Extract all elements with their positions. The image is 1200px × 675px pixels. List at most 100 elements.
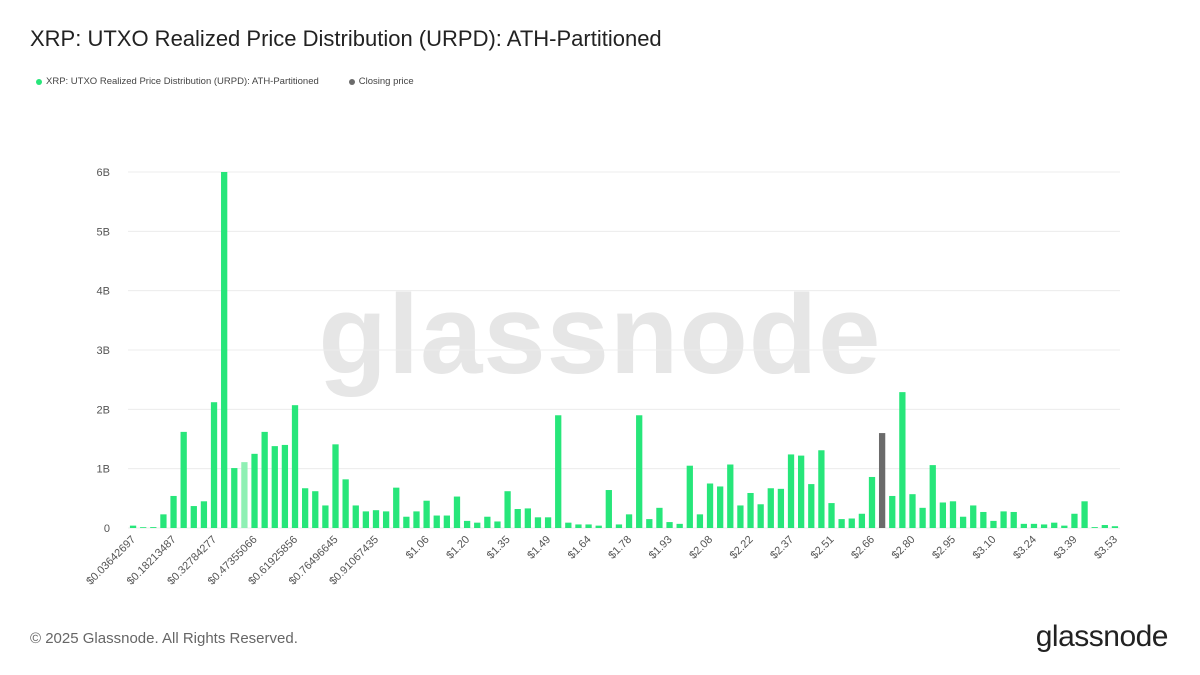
- legend-item-closing-price[interactable]: Closing price: [348, 76, 414, 87]
- bar: [575, 524, 582, 528]
- legend-dot-closing-price: [348, 78, 355, 85]
- bar: [443, 515, 450, 528]
- bar: [251, 453, 258, 528]
- x-tick-label: $2.51: [809, 534, 837, 562]
- x-tick-label: $2.66: [849, 534, 877, 562]
- bar: [959, 516, 967, 528]
- bar: [696, 514, 704, 528]
- bar: [1000, 511, 1007, 528]
- legend-label-urpd: XRP: UTXO Realized Price Distribution (U…: [46, 76, 319, 87]
- bar: [949, 501, 957, 528]
- legend-item-urpd[interactable]: XRP: UTXO Realized Price Distribution (U…: [36, 76, 319, 87]
- bar: [980, 511, 987, 528]
- bar: [767, 488, 774, 528]
- bar: [646, 519, 653, 528]
- x-tick-label: $2.22: [728, 534, 756, 562]
- bar: [514, 509, 521, 528]
- bar: [210, 402, 218, 528]
- bar: [342, 479, 349, 528]
- bar: [555, 415, 562, 528]
- bar: [474, 522, 481, 528]
- bar: [332, 444, 339, 528]
- bar: [1030, 523, 1038, 528]
- bar: [656, 507, 663, 528]
- bar: [838, 519, 845, 528]
- y-tick-label: 4B: [97, 286, 110, 298]
- bar: [848, 518, 855, 528]
- legend-dot-urpd: [36, 78, 42, 85]
- y-tick-label: 6B: [97, 167, 110, 179]
- bar: [302, 488, 309, 528]
- bar: [919, 507, 926, 528]
- bar: [1091, 527, 1098, 528]
- y-tick-label: 3B: [97, 345, 110, 357]
- bar: [1111, 526, 1119, 528]
- bar: [484, 516, 491, 528]
- bar: [1020, 523, 1027, 528]
- bar: [1040, 524, 1048, 528]
- bar: [170, 495, 177, 528]
- bar: [140, 527, 147, 528]
- bar: [524, 508, 531, 528]
- bar: [423, 500, 430, 528]
- x-tick-label: $1.64: [566, 534, 594, 562]
- bar: [615, 524, 623, 528]
- bar: [393, 487, 400, 528]
- bar: [271, 446, 278, 528]
- bar: [636, 415, 643, 528]
- x-tick-label: $2.80: [890, 534, 918, 562]
- bar: [1010, 511, 1017, 528]
- bar: [798, 455, 805, 528]
- bar: [200, 501, 208, 528]
- bar: [1101, 525, 1108, 528]
- x-tick-label: $1.06: [404, 534, 432, 562]
- bar: [180, 431, 187, 528]
- bar: [382, 511, 390, 528]
- bar: [160, 514, 167, 528]
- bar: [686, 465, 693, 528]
- x-tick-label: $2.95: [930, 534, 958, 562]
- bar: [312, 491, 319, 528]
- bar: [747, 492, 754, 528]
- x-tick-label: $2.37: [768, 534, 796, 562]
- bar: [352, 505, 359, 528]
- y-tick-label: 5B: [97, 226, 110, 238]
- x-tick-label: $3.24: [1011, 534, 1039, 562]
- x-tick-label: $2.08: [687, 534, 715, 562]
- bar: [190, 506, 197, 528]
- bar: [757, 504, 764, 528]
- chart-legend: XRP: UTXO Realized Price Distribution (U…: [36, 76, 444, 87]
- bar: [706, 483, 714, 528]
- bar: [666, 522, 673, 528]
- bar: [1081, 501, 1088, 528]
- bar: [899, 392, 906, 528]
- bar: [818, 450, 825, 528]
- bar: [463, 520, 471, 528]
- bar: [676, 523, 683, 528]
- bar: [403, 516, 410, 528]
- bar: [889, 495, 896, 528]
- bar: [909, 494, 916, 528]
- bar: [1061, 525, 1068, 528]
- bar: [372, 510, 380, 528]
- copyright-footer: © 2025 Glassnode. All Rights Reserved.: [30, 630, 298, 647]
- glassnode-logo: glassnode: [1035, 620, 1169, 653]
- bar: [605, 490, 612, 528]
- x-tick-label: $1.78: [606, 534, 634, 562]
- bar: [787, 454, 795, 528]
- bar: [929, 465, 936, 528]
- bar: [625, 514, 633, 528]
- x-tick-label: $3.39: [1052, 534, 1080, 562]
- bar: [565, 522, 572, 528]
- chart-title: XRP: UTXO Realized Price Distribution (U…: [30, 26, 662, 51]
- bar-chart: 01B2B3B4B5B6B$0.03642697$0.18213487$0.32…: [84, 167, 1120, 588]
- bar: [990, 520, 997, 528]
- x-tick-label: $1.35: [485, 534, 513, 562]
- legend-label-closing-price: Closing price: [358, 76, 414, 87]
- bar: [413, 511, 420, 528]
- bar: [828, 503, 835, 528]
- bar: [453, 496, 461, 528]
- bar: [261, 431, 268, 528]
- bar: [291, 405, 299, 528]
- bar: [727, 464, 734, 528]
